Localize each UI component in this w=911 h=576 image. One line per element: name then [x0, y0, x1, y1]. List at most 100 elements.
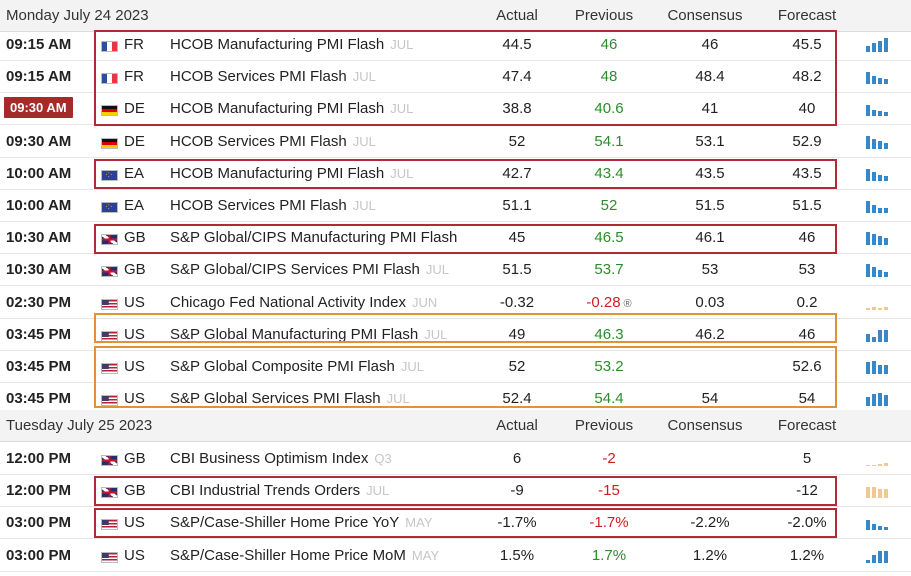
event-title[interactable]: S&P Global/CIPS Services PMI Flash	[170, 261, 420, 279]
event-name[interactable]: S&P Global/CIPS Manufacturing PMI Flash	[170, 229, 457, 246]
column-header-previous[interactable]: Previous	[574, 7, 634, 24]
sparkline-chart-icon[interactable]	[866, 263, 892, 278]
column-header-actual[interactable]: Actual	[496, 7, 538, 24]
event-row[interactable]: 03:45 PM US S&P Global Manufacturing PMI F…	[0, 319, 911, 351]
event-row[interactable]: 03:00 PM US S&P/Case-Shiller Home Price Mo…	[0, 540, 911, 572]
event-title[interactable]: HCOB Manufacturing PMI Flash	[170, 164, 385, 182]
event-name[interactable]: S&P Global/CIPS Services PMI Flash JUL	[170, 261, 449, 278]
previous-value: -0.28	[586, 293, 621, 311]
sparkline-bar	[884, 306, 888, 310]
day-header: Monday July 24 2023 Actual Previous Consens…	[0, 0, 911, 32]
event-row[interactable]: 10:30 AM GB S&P Global/CIPS Manufacturing …	[0, 222, 911, 255]
sparkline-chart-icon[interactable]	[866, 328, 892, 342]
event-title[interactable]: HCOB Services PMI Flash	[170, 68, 347, 86]
sparkline-bar	[884, 142, 888, 149]
event-title[interactable]: HCOB Services PMI Flash	[170, 132, 347, 150]
sparkline-chart-icon[interactable]	[866, 199, 892, 213]
sparkline-chart-icon[interactable]	[866, 452, 892, 466]
event-row[interactable]: 12:00 PM GB CBI Business Optimism Index Q3 6…	[0, 443, 911, 475]
event-row[interactable]: 12:00 PM GB CBI Industrial Trends Orders JU…	[0, 475, 911, 508]
previous-cell: 54.4	[554, 390, 664, 407]
actual-value: 38.8	[502, 100, 532, 118]
event-name[interactable]: HCOB Services PMI Flash JUL	[170, 133, 376, 150]
consensus-value: 51.5	[695, 197, 725, 214]
previous-cell: 48	[554, 68, 664, 85]
event-title[interactable]: Chicago Fed National Activity Index	[170, 293, 406, 311]
event-title[interactable]: HCOB Manufacturing PMI Flash	[170, 36, 385, 53]
event-name[interactable]: S&P Global Composite PMI Flash JUL	[170, 358, 424, 375]
event-name[interactable]: HCOB Manufacturing PMI Flash JUL	[170, 165, 413, 182]
actual-value: 52	[508, 358, 526, 375]
event-name[interactable]: HCOB Manufacturing PMI Flash JUL	[170, 100, 413, 117]
event-name[interactable]: HCOB Services PMI Flash JUL	[170, 68, 376, 85]
event-row[interactable]: 09:30 AM DE HCOB Manufacturing PMI Flash JU…	[0, 93, 911, 126]
sparkline-bar	[866, 135, 870, 149]
event-row[interactable]: 02:30 PM US Chicago Fed National Activity …	[0, 287, 911, 319]
event-time: 02:30 PM	[6, 293, 72, 311]
event-title[interactable]: CBI Industrial Trends Orders	[170, 482, 361, 500]
consensus-value: 53	[701, 261, 719, 279]
event-name[interactable]: S&P Global Manufacturing PMI Flash JUL	[170, 326, 447, 343]
sparkline-bar	[866, 168, 870, 181]
sparkline-chart-icon[interactable]	[866, 70, 892, 85]
sparkline-chart-icon[interactable]	[866, 38, 892, 52]
sparkline-chart-icon[interactable]	[866, 167, 892, 181]
sparkline-bar	[878, 550, 882, 563]
previous-cell: 46.5	[554, 229, 664, 246]
flag-icon-us	[101, 298, 118, 310]
sparkline-chart-icon[interactable]	[866, 231, 892, 246]
sparkline-bar	[878, 208, 882, 213]
actual-value: 52.4	[502, 390, 532, 408]
sparkline-chart-icon[interactable]	[866, 549, 892, 563]
event-row[interactable]: 09:15 AM FR HCOB Manufacturing PMI Flash JU…	[0, 29, 911, 61]
column-header-forecast[interactable]: Forecast	[777, 417, 837, 434]
sparkline-chart-icon[interactable]	[866, 296, 892, 310]
column-header-previous[interactable]: Previous	[574, 417, 634, 434]
event-row[interactable]: 10:00 AM EA HCOB Services PMI Flash JUL 51.1…	[0, 190, 911, 222]
event-row[interactable]: 03:00 PM US S&P/Case-Shiller Home Price Yo…	[0, 507, 911, 540]
sparkline-bar	[872, 267, 876, 278]
sparkline-chart-icon[interactable]	[866, 516, 892, 531]
event-title[interactable]: S&P Global/CIPS Manufacturing PMI Flash	[170, 229, 458, 247]
sparkline-chart-icon[interactable]	[866, 360, 892, 374]
event-period: JUN	[411, 294, 438, 310]
event-row[interactable]: 03:45 PM US S&P Global Services PMI Flash J…	[0, 383, 911, 416]
column-header-forecast[interactable]: Forecast	[777, 7, 837, 24]
event-name[interactable]: S&P Global Services PMI Flash JUL	[170, 390, 410, 407]
actual-value: -0.32	[499, 293, 535, 311]
event-title[interactable]: S&P Global Manufacturing PMI Flash	[170, 325, 419, 343]
previous-cell: -0.28 ®	[554, 294, 664, 311]
event-name[interactable]: HCOB Manufacturing PMI Flash JUL	[170, 36, 413, 53]
event-name[interactable]: S&P/Case-Shiller Home Price YoY MAY	[170, 514, 433, 531]
event-name[interactable]: CBI Industrial Trends Orders JUL	[170, 482, 389, 499]
event-row[interactable]: 09:15 AM FR HCOB Services PMI Flash JUL 47.4…	[0, 61, 911, 94]
event-title[interactable]: S&P/Case-Shiller Home Price YoY	[170, 514, 400, 532]
consensus-value: 1.2%	[692, 546, 728, 564]
column-header-consensus[interactable]: Consensus	[667, 7, 743, 24]
event-row[interactable]: 10:00 AM EA HCOB Manufacturing PMI Flash JU…	[0, 158, 911, 190]
column-header-actual[interactable]: Actual	[496, 417, 538, 434]
event-title[interactable]: S&P Global Composite PMI Flash	[170, 358, 395, 375]
event-row[interactable]: 03:45 PM US S&P Global Composite PMI Flash…	[0, 351, 911, 383]
event-time: 12:00 PM	[6, 450, 72, 467]
event-name[interactable]: CBI Business Optimism Index Q3	[170, 450, 392, 467]
sparkline-chart-icon[interactable]	[866, 102, 892, 117]
sparkline-chart-icon[interactable]	[866, 135, 892, 149]
event-name[interactable]: Chicago Fed National Activity Index JUN	[170, 294, 437, 311]
column-header-consensus[interactable]: Consensus	[667, 417, 743, 434]
event-period: JUL	[366, 483, 390, 499]
event-title[interactable]: CBI Business Optimism Index	[170, 450, 369, 467]
event-title[interactable]: S&P Global Services PMI Flash	[170, 390, 381, 408]
event-name[interactable]: HCOB Services PMI Flash JUL	[170, 197, 376, 214]
event-time: 10:00 AM	[6, 197, 72, 214]
forecast-value: 0.2	[796, 293, 818, 311]
event-title[interactable]: S&P/Case-Shiller Home Price MoM	[170, 546, 406, 564]
sparkline-chart-icon[interactable]	[866, 392, 892, 407]
event-name[interactable]: S&P/Case-Shiller Home Price MoM MAY	[170, 547, 439, 564]
sparkline-bar	[878, 236, 882, 246]
event-title[interactable]: HCOB Manufacturing PMI Flash	[170, 100, 385, 118]
event-row[interactable]: 10:30 AM GB S&P Global/CIPS Services PMI F…	[0, 254, 911, 287]
event-row[interactable]: 09:30 AM DE HCOB Services PMI Flash JUL 52 54…	[0, 126, 911, 158]
sparkline-chart-icon[interactable]	[866, 484, 892, 499]
event-title[interactable]: HCOB Services PMI Flash	[170, 197, 347, 214]
